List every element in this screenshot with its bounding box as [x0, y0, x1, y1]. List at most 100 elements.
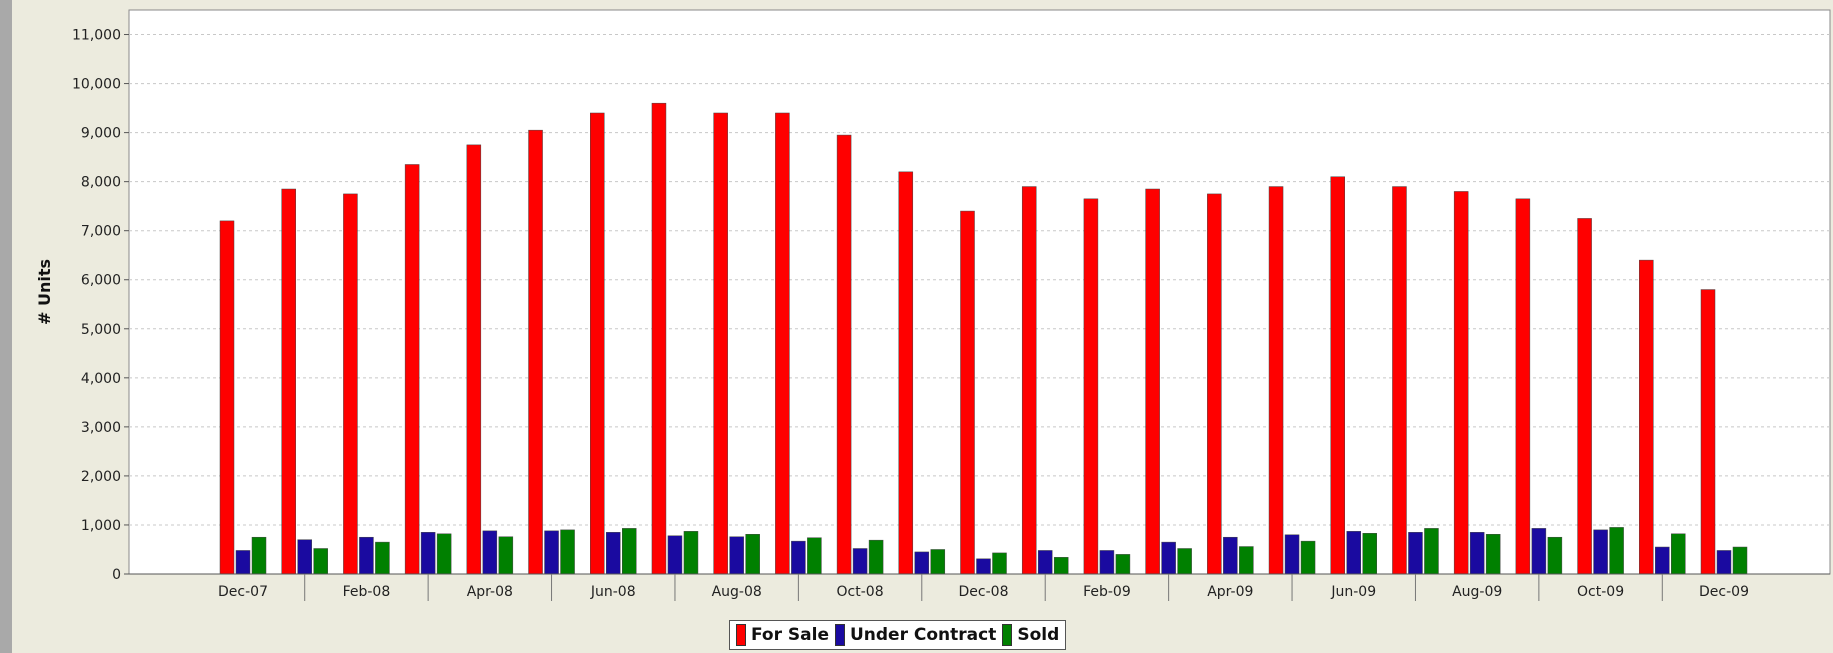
bar-for-sale — [1083, 198, 1099, 575]
legend-swatch-sold — [1002, 624, 1013, 646]
legend-item-sold: Sold — [1002, 624, 1059, 646]
bar-for-sale — [1639, 259, 1654, 575]
bar-for-sale — [651, 102, 667, 575]
y-tick-label: 2,000 — [81, 469, 121, 485]
y-tick-label: 0 — [112, 567, 121, 583]
x-tick-label: Dec-09 — [1699, 584, 1749, 600]
bar-for-sale — [1515, 198, 1531, 575]
plot-area — [128, 9, 1831, 575]
bar-sold — [1300, 540, 1316, 575]
bar-sold — [251, 536, 267, 575]
x-tick-label: Aug-09 — [1452, 584, 1502, 600]
x-tick-label: Oct-08 — [837, 584, 884, 600]
bar-sold — [1424, 528, 1439, 575]
bar-sold — [1732, 546, 1748, 575]
y-tick-label: 9,000 — [81, 126, 121, 142]
bar-for-sale — [960, 210, 975, 575]
bar-under-contract — [235, 550, 251, 575]
x-tick-label: Apr-09 — [1207, 584, 1253, 600]
bar-for-sale — [713, 112, 728, 575]
x-tick-label: Apr-08 — [467, 584, 513, 600]
bar-under-contract — [729, 536, 744, 575]
bar-for-sale — [1392, 186, 1407, 575]
bar-under-contract — [1161, 541, 1176, 575]
bar-sold — [683, 531, 699, 575]
bar-sold — [868, 539, 884, 575]
bar-sold — [1485, 534, 1501, 575]
bar-sold — [930, 549, 946, 575]
bar-sold — [375, 541, 390, 575]
bar-for-sale — [1453, 191, 1469, 575]
bar-sold — [622, 528, 637, 575]
bar-for-sale — [404, 164, 420, 575]
y-tick-label: 3,000 — [81, 420, 121, 436]
bar-for-sale — [775, 112, 790, 575]
bar-under-contract — [1593, 529, 1608, 575]
x-tick-label: Jun-09 — [1330, 584, 1376, 600]
bar-for-sale — [1577, 218, 1592, 575]
y-tick-label: 7,000 — [81, 224, 121, 240]
x-tick-label: Dec-08 — [959, 584, 1009, 600]
y-tick-label: 11,000 — [72, 28, 121, 44]
chart-svg: 0 1,000 2,000 3,000 4,000 5,000 6,000 7,000 8,00… — [35, 9, 1831, 601]
bar-under-contract — [482, 530, 498, 575]
chart-frame: 0 1,000 2,000 3,000 4,000 5,000 6,000 7,000 8,00… — [12, 0, 1833, 653]
bar-under-contract — [1346, 531, 1361, 575]
axes: 0 1,000 2,000 3,000 4,000 5,000 6,000 7,000 8,00… — [72, 28, 1830, 601]
bar-sold — [807, 537, 822, 575]
bar-for-sale — [466, 144, 482, 575]
bar-for-sale — [343, 193, 358, 575]
y-tick-label: 10,000 — [72, 77, 121, 93]
bar-for-sale — [1207, 193, 1222, 575]
bar-under-contract — [1099, 550, 1115, 575]
x-tick-label: Feb-09 — [1083, 584, 1131, 600]
legend-item-for-sale: For Sale — [736, 624, 829, 646]
y-tick-label: 5,000 — [81, 322, 121, 338]
bar-under-contract — [1408, 532, 1423, 575]
bar-sold — [436, 533, 452, 575]
bar-sold — [1177, 548, 1192, 575]
x-tick-label: Oct-09 — [1577, 584, 1624, 600]
x-tick-label: Feb-08 — [343, 584, 391, 600]
legend-label-sold: Sold — [1017, 625, 1060, 645]
bar-for-sale — [898, 171, 914, 575]
bar-for-sale — [1268, 186, 1284, 575]
bar-under-contract — [667, 535, 683, 575]
bar-sold — [1115, 554, 1131, 575]
legend: For Sale Under Contract Sold — [729, 620, 1067, 650]
x-tick-label: Aug-08 — [712, 584, 762, 600]
legend-label-under-contract: Under Contract — [849, 625, 997, 645]
bar-under-contract — [1716, 550, 1732, 575]
bar-for-sale — [1145, 188, 1160, 575]
bar-sold — [1053, 557, 1069, 575]
bar-for-sale — [219, 220, 235, 575]
bar-under-contract — [544, 530, 559, 575]
y-axis-title: # Units — [35, 259, 54, 325]
bar-under-contract — [852, 548, 868, 575]
bar-for-sale — [1021, 186, 1037, 575]
bar-under-contract — [1223, 536, 1238, 575]
x-tick-label: Jun-08 — [590, 584, 636, 600]
bar-for-sale — [1700, 289, 1716, 575]
bar-under-contract — [1655, 546, 1670, 575]
bar-under-contract — [1284, 534, 1300, 575]
bar-under-contract — [359, 536, 374, 575]
bar-under-contract — [420, 532, 436, 575]
bars — [219, 102, 1748, 575]
bar-for-sale — [528, 129, 543, 575]
y-tick-label: 4,000 — [81, 371, 121, 387]
bar-under-contract — [297, 539, 312, 575]
bar-sold — [745, 534, 760, 575]
bar-for-sale — [1330, 176, 1345, 575]
bar-sold — [1362, 533, 1377, 575]
bar-sold — [1609, 527, 1624, 575]
bar-under-contract — [1469, 532, 1485, 575]
bar-under-contract — [914, 551, 930, 575]
bar-under-contract — [606, 532, 621, 575]
legend-swatch-under-contract — [834, 624, 845, 646]
y-tick-label: 8,000 — [81, 175, 121, 191]
bar-for-sale — [590, 112, 605, 575]
bar-for-sale — [836, 134, 852, 575]
bar-under-contract — [1531, 528, 1547, 575]
x-tick-label: Dec-07 — [218, 584, 268, 600]
